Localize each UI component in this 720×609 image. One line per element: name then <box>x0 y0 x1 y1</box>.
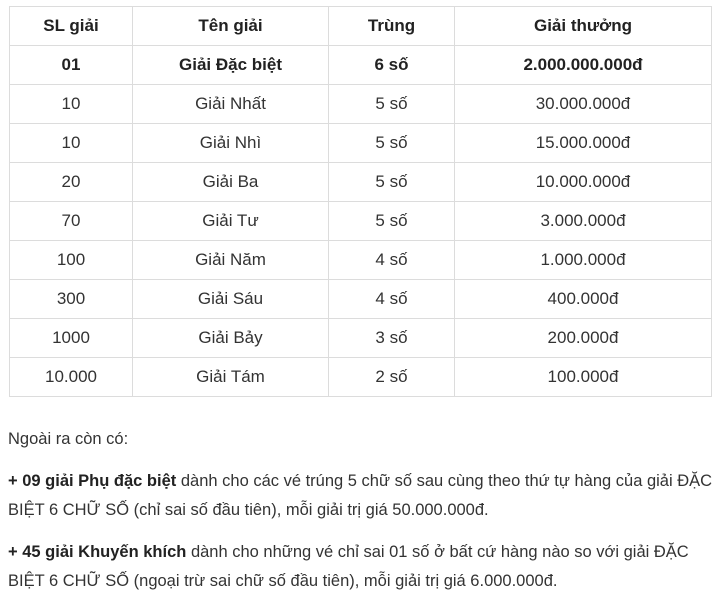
header-cell: Tên giải <box>132 6 329 46</box>
note-title: + 09 giải Phụ đặc biệt <box>8 472 177 490</box>
table-cell: 2 số <box>328 357 455 397</box>
note-body: dành cho những vé chỉ sai 01 số ở bất cứ… <box>8 543 689 590</box>
table-row: 01 Giải Đặc biệt 6 số 2.000.000.000đ <box>9 45 712 85</box>
table-cell: 300 <box>9 279 133 319</box>
table-cell: 15.000.000đ <box>454 123 712 163</box>
table-cell: 20 <box>9 162 133 202</box>
header-cell: SL giải <box>9 6 133 46</box>
table-cell: 100.000đ <box>454 357 712 397</box>
table-cell: 1.000.000đ <box>454 240 712 280</box>
table-cell: Giải Nhì <box>132 123 329 163</box>
table-row: 1000 Giải Bảy 3 số 200.000đ <box>9 318 712 358</box>
table-cell: 01 <box>9 45 133 85</box>
table-row: 300 Giải Sáu 4 số 400.000đ <box>9 279 712 319</box>
table-cell: Giải Bảy <box>132 318 329 358</box>
table-cell: Giải Nhất <box>132 84 329 124</box>
prize-table: SL giải Tên giải Trùng Giải thưởng 01 Giả… <box>9 6 712 397</box>
table-cell: 30.000.000đ <box>454 84 712 124</box>
table-cell: Giải Đặc biệt <box>132 45 329 85</box>
table-cell: 4 số <box>328 240 455 280</box>
table-row: 10.000 Giải Tám 2 số 100.000đ <box>9 357 712 397</box>
header-cell: Giải thưởng <box>454 6 712 46</box>
note-consolation: + 45 giải Khuyến khích dành cho những vé… <box>8 538 713 596</box>
table-cell: Giải Tám <box>132 357 329 397</box>
intro-text: Ngoài ra còn có: <box>8 430 129 448</box>
table-cell: 100 <box>9 240 133 280</box>
table-cell: 70 <box>9 201 133 241</box>
table-cell: 400.000đ <box>454 279 712 319</box>
header-cell: Trùng <box>328 6 455 46</box>
table-row: 10 Giải Nhì 5 số 15.000.000đ <box>9 123 712 163</box>
table-cell: 2.000.000.000đ <box>454 45 712 85</box>
table-row: 100 Giải Năm 4 số 1.000.000đ <box>9 240 712 280</box>
table-cell: 6 số <box>328 45 455 85</box>
table-row: 70 Giải Tư 5 số 3.000.000đ <box>9 201 712 241</box>
table-row: 10 Giải Nhất 5 số 30.000.000đ <box>9 84 712 124</box>
table-cell: 10.000.000đ <box>454 162 712 202</box>
table-cell: 200.000đ <box>454 318 712 358</box>
table-cell: 10 <box>9 123 133 163</box>
table-cell: 5 số <box>328 162 455 202</box>
table-cell: 10.000 <box>9 357 133 397</box>
table-cell: Giải Năm <box>132 240 329 280</box>
note-title: + 45 giải Khuyến khích <box>8 543 187 561</box>
note-special-sub: + 09 giải Phụ đặc biệt dành cho các vé t… <box>8 467 713 525</box>
table-cell: Giải Tư <box>132 201 329 241</box>
table-row: 20 Giải Ba 5 số 10.000.000đ <box>9 162 712 202</box>
notes: Ngoài ra còn có: + 09 giải Phụ đặc biệt … <box>8 425 713 609</box>
table-cell: 3 số <box>328 318 455 358</box>
table-cell: 5 số <box>328 201 455 241</box>
note-body: dành cho các vé trúng 5 chữ số sau cùng … <box>8 472 713 519</box>
table-cell: 1000 <box>9 318 133 358</box>
table-cell: Giải Sáu <box>132 279 329 319</box>
table-cell: 4 số <box>328 279 455 319</box>
table-cell: 10 <box>9 84 133 124</box>
table-cell: 5 số <box>328 84 455 124</box>
table-header: SL giải Tên giải Trùng Giải thưởng <box>9 6 712 46</box>
table-cell: 5 số <box>328 123 455 163</box>
table-cell: Giải Ba <box>132 162 329 202</box>
table-cell: 3.000.000đ <box>454 201 712 241</box>
